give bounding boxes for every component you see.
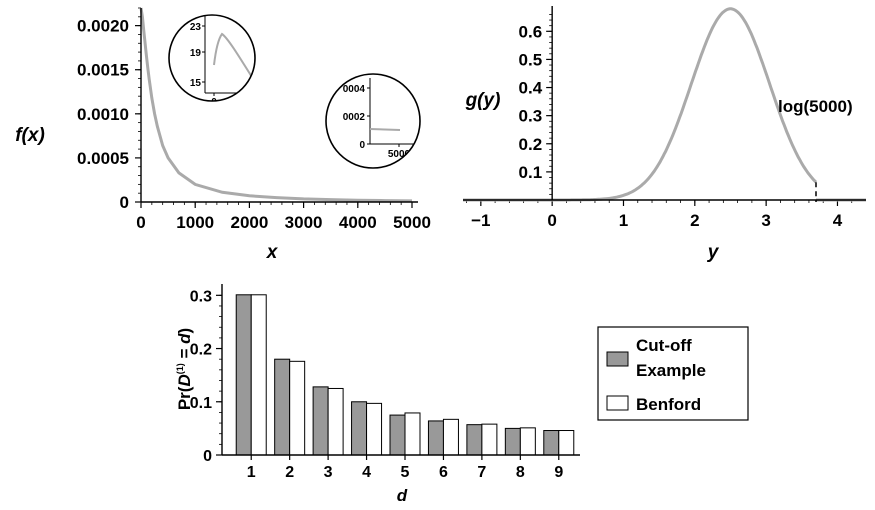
probability-tick-labels: 0 0.1 0.2 0.3 [190, 288, 222, 465]
inset2-y-tick-label: 0 [359, 140, 365, 151]
inset1-background [169, 15, 255, 101]
bar-benford [519, 427, 536, 456]
digit-tick-label: 1 [247, 464, 256, 481]
inset1-curve [213, 32, 255, 91]
fx-x-axis-label: x [266, 242, 279, 263]
inset1-x-tick-label: 100 [228, 97, 245, 108]
inset1-border [168, 14, 256, 102]
digit-tick-label: 8 [516, 464, 525, 481]
bar-cutoff-example [504, 427, 521, 456]
density-fx-panel: 0 1000 2000 3000 4000 5000 00.00050.00100.001… [15, 7, 431, 263]
bar-cutoff-example [312, 386, 329, 456]
gy-density-curve [463, 7, 818, 202]
gy-x-tick-label: 4 [833, 211, 843, 230]
fx-inset-zoom-peak: 15 19 23 0 100 [168, 14, 256, 108]
bar-cutoff-example [235, 294, 252, 456]
digit-tick-label: 3 [324, 464, 333, 481]
bar-layer [235, 294, 575, 456]
inset2-y-tick-label: 0004 [343, 84, 366, 95]
fx-y-axis-label: f(x) [15, 125, 45, 146]
log5000-annotation: log(5000) [778, 97, 853, 116]
gy-y-tick-label: 0.6 [519, 22, 543, 41]
fx-x-tick-label: 5000 [393, 213, 431, 232]
probability-tick-label: 0 [203, 448, 212, 465]
fx-y-tick-labels: 0 0.0005 0.0010 0.0015 0.0020 [77, 7, 141, 212]
bar-cutoff-example [466, 424, 483, 456]
digit-tick-label: 6 [439, 464, 448, 481]
digit-tick-label: 2 [285, 464, 294, 481]
bar-benford [327, 387, 344, 456]
bar-benford [558, 430, 575, 456]
inset1-y-tick-label: 15 [190, 78, 202, 89]
inset2-border [325, 73, 421, 169]
gy-x-tick-label: 1 [619, 211, 628, 230]
gy-x-tick-label: −1 [471, 211, 490, 230]
digit-tick-label: 9 [554, 464, 563, 481]
gy-y-tick-label: 0.2 [519, 135, 543, 154]
bar-cutoff-example [543, 430, 560, 456]
legend: Cut-off Example Benford [597, 326, 749, 421]
inset1-x-tick-label: 0 [211, 97, 217, 108]
fx-y-tick-label: 0.0005 [77, 149, 129, 168]
bar-y-axis-label: Pr(D(1) = d) [175, 328, 194, 410]
gy-x-tick-labels: −1 0 1 2 3 4 [466, 200, 853, 230]
fx-x-tick-labels: 0 1000 2000 3000 4000 5000 [136, 202, 431, 232]
digit-tick-label: 7 [477, 464, 486, 481]
gy-y-tick-label: 0.4 [519, 79, 543, 98]
bar-x-axis-label: d [397, 486, 408, 505]
bar-cutoff-example [274, 358, 291, 456]
inset2-x-tick-label: 5000 [388, 149, 411, 160]
gy-y-axis-label: g(y) [465, 90, 501, 111]
fx-y-tick-label: 0 [120, 193, 129, 212]
bar-benford [289, 360, 306, 456]
legend-label-benford: Benford [636, 395, 701, 414]
legend-swatch-cutoff [606, 351, 629, 367]
fx-density-curve [139, 7, 413, 203]
fx-x-tick-label: 1000 [176, 213, 214, 232]
bar-benford [366, 402, 383, 456]
bar-cutoff-example [389, 414, 406, 456]
inset1-y-tick-label: 23 [190, 22, 202, 33]
gy-x-tick-label: 2 [690, 211, 699, 230]
gy-x-tick-label: 0 [547, 211, 556, 230]
bar-benford [481, 423, 498, 456]
inset2-curve [369, 128, 401, 131]
fx-curve-layer [139, 7, 413, 203]
fx-x-tick-label: 0 [136, 213, 145, 232]
gy-x-axis-label: y [707, 242, 720, 263]
legend-swatch-benford [606, 395, 629, 411]
probability-tick-label: 0.3 [190, 288, 212, 305]
inset1-y-tick-label: 19 [190, 48, 202, 59]
gy-y-tick-label: 0.5 [519, 50, 543, 69]
digit-tick-label: 5 [401, 464, 410, 481]
bar-cutoff-example [427, 420, 444, 456]
probability-tick-label: 0.1 [190, 395, 212, 412]
digit-tick-labels: 1 2 3 4 5 6 7 8 9 [247, 455, 563, 481]
legend-label-cutoff-line1: Cut-off [636, 336, 692, 355]
probability-tick-label: 0.2 [190, 342, 212, 359]
bar-benford [250, 294, 267, 456]
gy-y-tick-label: 0.3 [519, 107, 543, 126]
density-gy-panel: −1 0 1 2 3 4 0.1 0.2 0.3 0.4 0.5 0.6 y g(y) log(50… [463, 6, 866, 263]
gy-x-tick-label: 3 [761, 211, 770, 230]
fx-x-tick-label: 4000 [339, 213, 377, 232]
first-digit-bar-panel: 1 2 3 4 5 6 7 8 9 0 0.1 0.2 0.3 d Pr(D(1) = d) Cut-… [175, 284, 749, 505]
digit-tick-label: 4 [362, 464, 371, 481]
fx-x-tick-label: 3000 [285, 213, 323, 232]
fx-inset-zoom-tail: 0 0002 0004 5000 [325, 73, 421, 169]
fx-y-tick-label: 0.0015 [77, 61, 129, 80]
fx-y-tick-label: 0.0020 [77, 17, 129, 36]
inset2-y-tick-label: 0002 [343, 112, 366, 123]
bar-benford [442, 418, 459, 456]
legend-label-cutoff-line2: Example [636, 361, 706, 380]
fx-x-tick-label: 2000 [230, 213, 268, 232]
gy-y-tick-label: 0.1 [519, 163, 543, 182]
bar-cutoff-example [351, 401, 368, 456]
gy-y-tick-labels: 0.1 0.2 0.3 0.4 0.5 0.6 [519, 14, 553, 195]
legend-frame [597, 326, 749, 421]
fx-y-tick-label: 0.0010 [77, 105, 129, 124]
bar-benford [404, 412, 421, 456]
